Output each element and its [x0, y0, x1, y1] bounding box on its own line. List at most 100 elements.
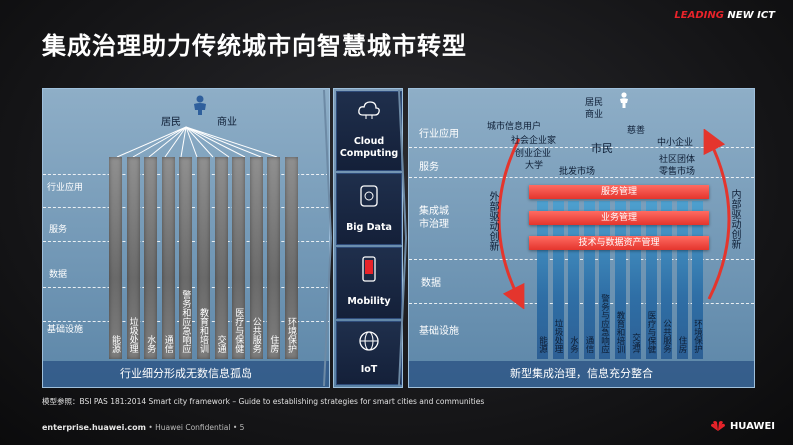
- left-column: 水务: [144, 157, 158, 359]
- label-sme: 中小企业: [657, 138, 694, 148]
- left-column-label: 能源: [110, 335, 120, 353]
- label-city-info-users: 城市信息用户: [487, 122, 542, 132]
- tech-bigdata-box: Big Data: [336, 173, 402, 245]
- right-row-label: 数据: [421, 278, 441, 289]
- right-column-label: 能源: [537, 336, 548, 353]
- tech-iot-box: IoT: [336, 321, 402, 385]
- label-citizen: 市民: [591, 142, 613, 155]
- innovation-oval: [497, 129, 731, 309]
- right-column-label: 教育和培训: [615, 310, 625, 354]
- left-column: 能源: [109, 157, 122, 359]
- bar-service-management: 服务管理: [529, 185, 709, 199]
- left-column: 教育和培训: [197, 157, 210, 359]
- right-column: 通信: [583, 201, 595, 359]
- divider: [409, 303, 754, 304]
- right-residents: 居民: [585, 98, 604, 108]
- label-retail: 零售市场: [659, 167, 696, 177]
- right-column-label: 水务: [568, 336, 579, 353]
- right-column-label: 通信: [584, 336, 594, 353]
- left-business: 商业: [217, 117, 237, 128]
- technology-column: Cloud Computing Big Data Mobility IoT: [333, 88, 403, 388]
- left-row-label: 行业应用: [47, 183, 84, 193]
- tech-cloud-box: Cloud Computing: [336, 91, 402, 171]
- left-column-label: 住房: [268, 335, 279, 353]
- person-icon: [194, 95, 206, 115]
- left-column: 公共服务: [249, 157, 263, 359]
- divider: [409, 259, 754, 260]
- label-community: 社区团体: [659, 155, 696, 165]
- left-column: 住房: [267, 157, 281, 359]
- left-column: 垃圾处理: [126, 157, 140, 359]
- right-row-label: 集成城市治理: [419, 206, 449, 230]
- left-column: 环境保护: [285, 157, 298, 359]
- bar-tech-data-management: 技术与数据资产管理: [529, 236, 709, 250]
- footer: enterprise.huawei.com • Huawei Confident…: [42, 423, 245, 432]
- right-business: 商业: [585, 110, 604, 120]
- left-row-label: 数据: [49, 270, 68, 280]
- left-column-label: 警务和应急响应: [180, 290, 191, 353]
- huawei-logo-text: HUAWEI: [729, 421, 775, 432]
- right-row-label: 基础设施: [419, 326, 459, 337]
- reference-note: 模型参照：BSI PAS 181:2014 Smart city framewo…: [42, 397, 485, 406]
- internal-innovation-label: 内部驱动创新: [729, 189, 740, 249]
- brand-newict: NEW ICT: [727, 10, 775, 21]
- right-column: 交通t: [630, 201, 641, 359]
- right-footer: 新型集成治理，信息充分整合: [409, 361, 754, 387]
- left-panel: 居民 商业 行业应用 服务 数据 基础设施 能源 垃圾处理 水务 通信 警务和应急响应教…: [42, 88, 330, 388]
- tech-label-mobility: Mobility: [347, 296, 391, 307]
- left-column-label: 环境保护: [286, 317, 296, 353]
- chevron-left-icon: [323, 90, 333, 386]
- left-column-label: 教育和培训: [198, 308, 208, 353]
- cloud-icon: [358, 101, 380, 119]
- divider: [409, 147, 754, 148]
- right-row-label: 服务: [419, 162, 439, 173]
- right-column-label: 公共服务: [661, 319, 672, 353]
- divider: [409, 177, 754, 178]
- right-column-label: 医疗与保健: [646, 310, 656, 354]
- left-column-label: 公共服务: [250, 317, 261, 353]
- tech-label-bigdata: Big Data: [346, 222, 392, 233]
- slide-title: 集成治理助力传统城市向智慧城市转型: [42, 32, 467, 60]
- footer-site: enterprise.huawei.com: [42, 423, 146, 432]
- left-column-label: 垃圾处理: [127, 317, 138, 353]
- left-residents: 居民: [161, 117, 181, 128]
- left-column-label: 医疗与保健: [233, 308, 244, 353]
- right-column: 医疗与保健: [645, 201, 657, 359]
- right-column-label: 交通t: [630, 332, 641, 353]
- left-row-label: 服务: [49, 225, 68, 235]
- right-column: 教育和培训: [614, 201, 626, 359]
- right-column: 垃圾处理: [552, 201, 564, 359]
- tech-mobility-box: Mobility: [336, 247, 402, 319]
- right-row-label: 行业应用: [419, 129, 459, 140]
- label-social-enterprise: 社会企业家: [511, 136, 557, 146]
- left-column-label: 交通: [215, 335, 226, 353]
- bar-business-management: 业务管理: [529, 211, 709, 225]
- tech-label-cloud: Cloud Computing: [339, 136, 399, 159]
- right-column: 住房: [676, 201, 688, 359]
- right-column: 能源: [537, 201, 548, 359]
- left-column: 交通: [214, 157, 228, 359]
- mobile-phone-icon: [362, 256, 376, 282]
- footer-page: 5: [239, 423, 245, 432]
- right-column: 警务与应急响应: [599, 201, 610, 359]
- person-icon: [620, 92, 628, 108]
- footer-confidential: Huawei Confidential: [155, 423, 231, 432]
- left-footer: 行业细分形成无数信息孤岛: [43, 361, 329, 387]
- right-column: 水务: [568, 201, 579, 359]
- tech-label-iot: IoT: [360, 364, 378, 375]
- label-wholesale: 批发市场: [559, 167, 596, 177]
- chevron-right-icon: [398, 90, 408, 386]
- left-column: 医疗与保健: [232, 157, 246, 359]
- label-charity: 慈善: [627, 126, 646, 136]
- huawei-logo: HUAWEI: [710, 420, 775, 432]
- right-column-label: 环境保护: [692, 319, 703, 353]
- left-column: 警务和应急响应: [179, 157, 193, 359]
- database-icon: [360, 185, 378, 207]
- left-column: 通信: [161, 157, 175, 359]
- left-column-label: 通信: [162, 335, 173, 353]
- right-column-label: 垃圾处理: [553, 319, 563, 353]
- globe-icon: [359, 331, 379, 351]
- external-innovation-label: 外部驱动创新: [487, 191, 498, 251]
- right-column-label: 住房: [677, 336, 687, 353]
